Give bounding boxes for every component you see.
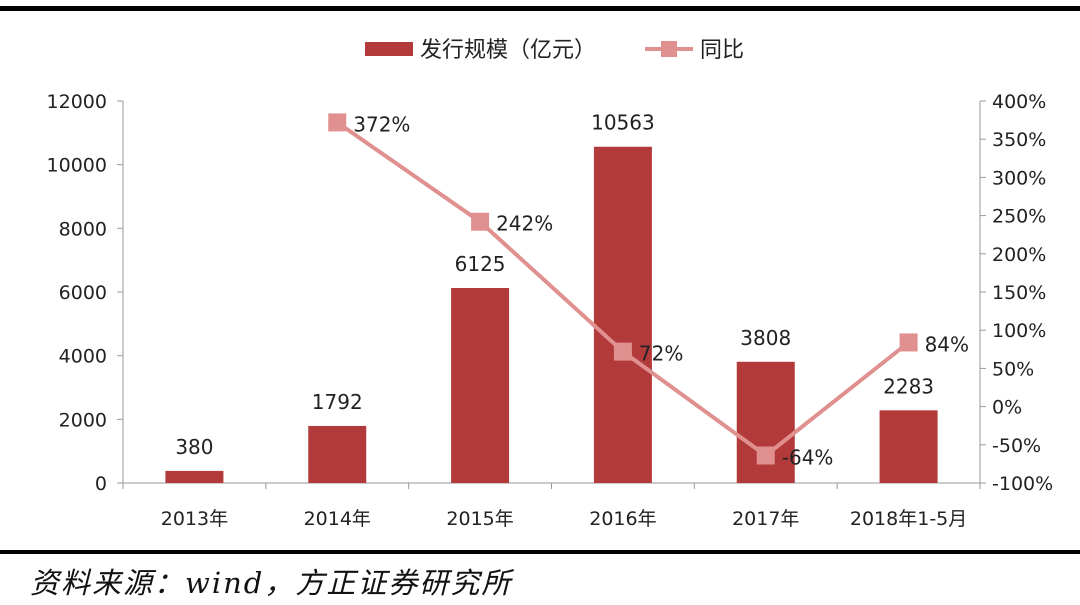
line-marker [899,333,918,352]
x-tick-label: 2017年 [732,508,799,530]
y-right-tick-label: 400% [992,91,1046,113]
x-tick-label: 2015年 [446,508,513,530]
bar-series: 380 1792 6125 10563 3808 2283 [165,111,938,483]
source-note: 资料来源：wind，方正证券研究所 [30,566,513,600]
y-left-tick-label: 10000 [47,155,107,177]
x-tick-label: 2018年1-5月 [850,508,967,530]
bar-data-label: 380 [175,435,213,459]
y-right-tick-label: 50% [992,358,1034,380]
bar-data-label: 3808 [740,326,791,350]
top-rule [0,6,1080,11]
line-marker [613,342,632,361]
y-right-tick-label: 300% [992,167,1046,189]
bottom-rule [0,550,1080,554]
bar [165,470,224,483]
y-right-tick-label: -100% [992,473,1053,495]
y-right-tick-label: 350% [992,129,1046,151]
y-right-tick-label: 0% [992,397,1022,419]
x-tick-label: 2014年 [304,508,371,530]
y-left-tick-label: 4000 [59,346,107,368]
chart: 发行规模（亿元） 同比 0 2000 4000 6000 8000 10000 12000 -1… [47,38,1054,530]
line-marker [471,212,490,231]
line-data-label: 84% [925,332,969,356]
legend-label-bar: 发行规模（亿元） [420,38,596,63]
bar-data-label: 10563 [591,111,655,135]
y-right-tick-label: 250% [992,206,1046,228]
y-right-tick-label: -50% [992,435,1041,457]
y-left-tick-label: 8000 [59,218,107,240]
line-marker [756,446,775,465]
line-data-label: 72% [639,342,683,366]
y-right-tick-label: 150% [992,282,1046,304]
y-right-tick-label: 200% [992,244,1046,266]
axes: 0 2000 4000 6000 8000 10000 12000 -100% -50% 0% 50… [47,91,1054,530]
bar [593,146,652,483]
legend-swatch-marker [661,41,677,57]
line-marker [328,113,347,132]
legend: 发行规模（亿元） 同比 [365,38,744,63]
x-tick-label: 2013年 [161,508,228,530]
bar [308,425,367,483]
legend-swatch-bar [365,42,413,56]
y-left-tick-label: 6000 [59,282,107,304]
line-series: 372% 242% 72% -64% 84% [328,112,969,469]
bar [451,288,510,483]
bar-data-label: 1792 [312,390,363,414]
y-left-tick-label: 2000 [59,409,107,431]
y-left-tick-label: 0 [95,473,107,495]
bar [879,410,938,483]
y-right-tick-label: 100% [992,320,1046,342]
y-left-tick-label: 12000 [47,91,107,113]
bar-data-label: 2283 [883,374,934,398]
line-data-label: 372% [353,112,410,136]
line-data-label: -64% [782,445,834,469]
x-tick-label: 2016年 [589,508,656,530]
bar-data-label: 6125 [455,252,506,276]
legend-label-line: 同比 [700,38,744,63]
line-data-label: 242% [496,212,553,236]
